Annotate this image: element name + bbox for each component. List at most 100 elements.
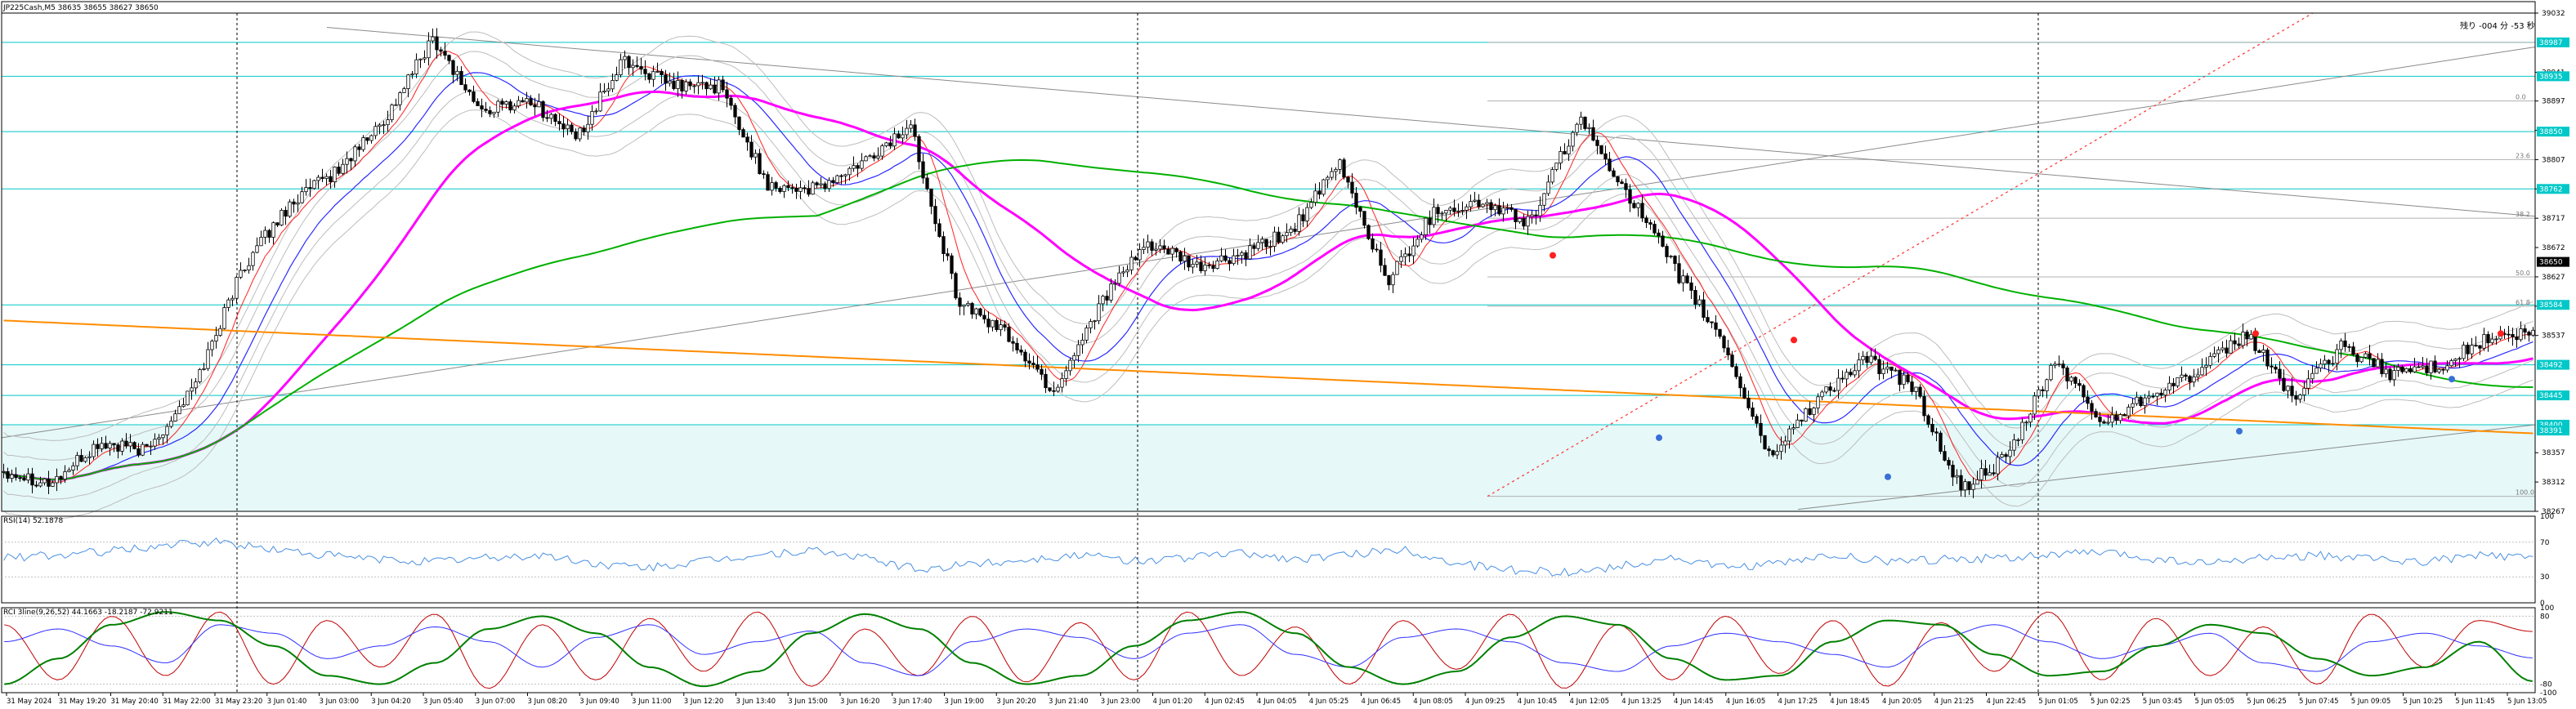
- candle-body: [255, 245, 259, 253]
- candle-body: [186, 390, 190, 406]
- candle-body: [83, 457, 87, 462]
- candle-body: [2470, 345, 2474, 354]
- candle-body: [1620, 181, 1624, 185]
- candle-body: [1452, 207, 1456, 212]
- candle-body: [230, 297, 235, 301]
- candle-body: [2057, 363, 2061, 366]
- candle-body: [1379, 249, 1383, 266]
- candle-body: [2024, 421, 2028, 424]
- ma-green: [2, 158, 2534, 481]
- candle-body: [1497, 205, 1501, 215]
- candle-body: [856, 165, 860, 169]
- candle-body: [1424, 217, 1428, 235]
- trend-lines: [1, 12, 2536, 511]
- candle-body: [443, 51, 447, 56]
- candle-body: [1951, 465, 1955, 478]
- candle-body: [480, 105, 484, 109]
- time-tick: 4 Jun 16:05: [1726, 698, 1766, 706]
- candle-body: [2319, 363, 2323, 368]
- candle-body: [1738, 376, 1742, 389]
- candle-body: [774, 182, 778, 189]
- candle-body: [1415, 239, 1420, 247]
- time-axis: 31 May 2024 31 May 19:20 31 May 20:40 31 Ma…: [6, 693, 2547, 706]
- candle-body: [991, 319, 995, 328]
- candle-body: [373, 126, 378, 136]
- time-tick: 4 Jun 12:05: [1570, 698, 1610, 706]
- candle-body: [811, 182, 815, 195]
- candle-body: [92, 444, 96, 457]
- candle-body: [124, 440, 128, 447]
- candle-body: [1665, 246, 1669, 257]
- candle-body: [96, 444, 100, 449]
- candle-body: [1853, 370, 1857, 376]
- candle-body: [704, 82, 709, 90]
- candle-body: [2327, 359, 2331, 364]
- candle-body: [1465, 206, 1469, 211]
- candle-body: [782, 185, 786, 192]
- candle-body: [476, 100, 480, 106]
- candle-body: [1358, 207, 1362, 212]
- candle-body: [1097, 303, 1101, 322]
- candle-body: [1898, 369, 1902, 386]
- candle-body: [2449, 360, 2453, 367]
- rsi-panel: 100 70 30 0: [2, 513, 2554, 608]
- candle-body: [2188, 376, 2192, 383]
- candle-body: [1399, 256, 1403, 262]
- candle-body: [1109, 283, 1113, 301]
- candle-body: [541, 100, 545, 118]
- time-tick: 3 Jun 12:20: [684, 698, 724, 706]
- candle-body: [2233, 340, 2237, 345]
- candle-body: [2261, 350, 2265, 354]
- panel-frame-1: [1, 515, 2536, 604]
- candle-body: [778, 188, 782, 192]
- candle-body: [34, 484, 38, 487]
- candle-body: [2077, 383, 2082, 386]
- time-tick: 5 Jun 06:25: [2247, 698, 2287, 706]
- candle-body: [1166, 248, 1170, 255]
- candle-body: [198, 369, 202, 382]
- signal-dot: [1656, 434, 1662, 441]
- candle-body: [214, 335, 218, 342]
- candle-body: [1697, 299, 1702, 305]
- candle-body: [749, 141, 754, 158]
- candle-body: [1526, 216, 1530, 227]
- candle-body: [235, 276, 239, 299]
- candle-body: [2155, 392, 2159, 397]
- candle-body: [447, 55, 451, 61]
- candle-body: [1052, 390, 1056, 392]
- trend-line: [1, 46, 2536, 439]
- candle-body: [472, 91, 476, 102]
- candle-body: [1603, 153, 1608, 160]
- band-line: [3, 90, 2534, 500]
- candle-body: [1260, 239, 1264, 243]
- candle-body: [610, 80, 615, 90]
- time-tick: 31 May 20:40: [111, 698, 159, 706]
- candle-body: [1256, 242, 1260, 249]
- fib-label: 61.8: [2516, 299, 2530, 306]
- candle-body: [1211, 265, 1215, 270]
- candle-body: [892, 133, 897, 147]
- time-tick: 4 Jun 13:25: [1621, 698, 1661, 706]
- time-tick: 5 Jun 10:25: [2404, 698, 2444, 706]
- candle-body: [1138, 249, 1142, 261]
- candle-body: [754, 153, 758, 158]
- candle-body: [1971, 484, 1975, 490]
- candle-body: [872, 155, 876, 158]
- candle-body: [202, 368, 206, 370]
- time-tick: 31 May 19:20: [59, 698, 106, 706]
- candle-body: [2286, 386, 2290, 391]
- candle-body: [132, 442, 136, 449]
- candle-body: [2531, 329, 2535, 336]
- candle-body: [561, 123, 566, 130]
- candle-body: [1992, 472, 1996, 475]
- fib-label: 50.0: [2516, 270, 2530, 277]
- candle-body: [406, 74, 410, 89]
- candle-body: [1174, 247, 1178, 252]
- time-tick: 5 Jun 01:05: [2038, 698, 2078, 706]
- candle-body: [619, 59, 623, 76]
- candle-body: [1775, 451, 1779, 456]
- candle-body: [1162, 245, 1166, 250]
- candle-body: [1305, 207, 1309, 221]
- candle-body: [978, 308, 982, 316]
